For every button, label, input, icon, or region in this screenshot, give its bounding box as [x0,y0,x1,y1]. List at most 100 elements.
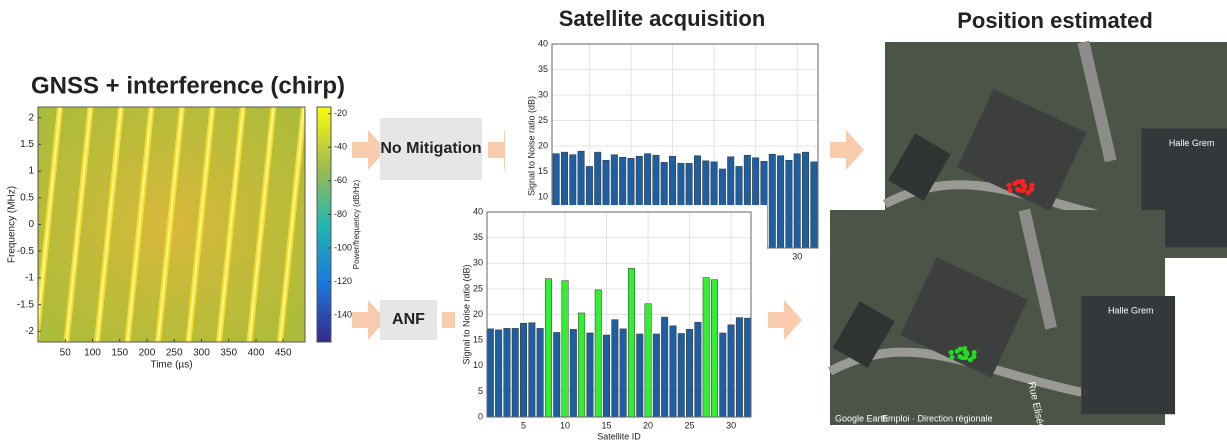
bar [553,332,561,418]
position-fix [1020,187,1026,193]
chirp-stripe [126,107,153,342]
position-fix [1025,190,1031,196]
bar [569,329,577,418]
colorbar [316,106,332,343]
bar [768,153,776,249]
x-axis-label: Time (µs) [150,360,192,371]
y-tick-label: 0 [478,411,483,421]
bar [694,321,702,418]
bar [735,317,743,418]
position-fix [1007,187,1013,193]
x-tick-label: 450 [275,348,292,359]
position-fix [1029,186,1035,192]
building [832,301,895,368]
bar [710,279,718,418]
bar [603,334,611,418]
x-tick-label: 10 [560,420,570,430]
chirp-stripe [65,107,92,342]
bar [810,161,818,249]
colorbar-tick-label: -100 [334,242,352,252]
y-axis-label: Signal to Noise ratio (dB) [526,96,536,196]
building [888,133,951,201]
arrow [768,300,802,340]
title: Satellite acquisition [559,6,766,31]
bar [495,329,503,418]
map-label: Halle Grem [1169,138,1215,148]
bar [686,329,694,418]
position-fix [949,355,955,361]
map-label: Google Earth [835,413,888,423]
colorbar-tick-label: -60 [334,175,347,185]
y-tick-label: 0.5 [20,192,34,203]
y-axis-label: Frequency (MHz) [7,186,18,263]
x-tick-label: 300 [193,348,210,359]
y-axis-label: Signal to Noise ratio (dB) [461,264,471,364]
x-tick-label: 100 [84,348,101,359]
chirp-stripe [279,107,305,342]
x-tick-label: 25 [685,420,695,430]
y-tick-label: 20 [473,309,483,319]
bar [702,277,710,418]
y-tick-label: -2 [25,326,34,337]
plot-frame [486,211,752,418]
y-tick-label: -1.5 [17,299,35,310]
bar [594,289,602,418]
x-tick-label: 50 [60,348,72,359]
building [1081,296,1176,415]
x-tick-label: 350 [220,348,237,359]
colorbar-tick-label: -40 [334,142,347,152]
colorbar-tick-label: -140 [334,310,352,320]
y-tick-label: 20 [538,140,548,150]
bar [561,280,569,418]
bar [677,333,685,418]
y-tick-label: 35 [473,232,483,242]
bar [719,332,727,418]
y-tick-label: 30 [473,258,483,268]
chirp-stripe [38,107,61,333]
position-fix [962,349,968,355]
bar [777,155,785,249]
bar [627,268,635,418]
y-tick-label: 25 [473,283,483,293]
x-tick-label: 400 [248,348,265,359]
title: Position estimated [957,8,1153,33]
bar [652,333,660,418]
y-tick-label: 30 [538,89,548,99]
y-tick-label: 15 [538,166,548,176]
arrow [352,300,386,340]
map-label: Halle Grem [1108,305,1154,315]
title: GNSS + interference (chirp) [31,72,345,99]
y-tick-label: 5 [478,386,483,396]
bar [511,328,519,418]
y-tick-label: 0 [28,219,34,230]
position-fix [1012,181,1018,187]
step-box: No Mitigation [380,118,482,180]
y-tick-label: 1.5 [20,139,34,150]
bar [528,322,536,418]
road [1018,208,1057,330]
chirp-stripe [218,107,244,342]
chirp-stripe [96,107,122,342]
building [900,257,1028,378]
colorbar-tick-label: -20 [334,108,347,118]
bar [785,160,793,249]
colorbar-label: Power/frequency (dB/Hz) [352,179,361,269]
position-fix [954,348,960,354]
bar [636,333,644,418]
x-tick-label: 30 [726,420,736,430]
x-tick-label: 5 [521,420,526,430]
position-fix [967,357,973,363]
y-tick-label: 25 [538,115,548,125]
y-tick-label: 1 [28,166,34,177]
chirp-stripe [187,107,214,342]
bar-chart: 0 5 10 15 20 25 30 35 40 5 10 15 20 25 30 Satellite ID S… [455,205,767,443]
position-fix [963,355,969,361]
x-tick-label: 250 [166,348,183,359]
x-tick-label: 20 [643,420,653,430]
position-fix [948,349,954,355]
bar [520,322,528,418]
bar [669,325,677,418]
